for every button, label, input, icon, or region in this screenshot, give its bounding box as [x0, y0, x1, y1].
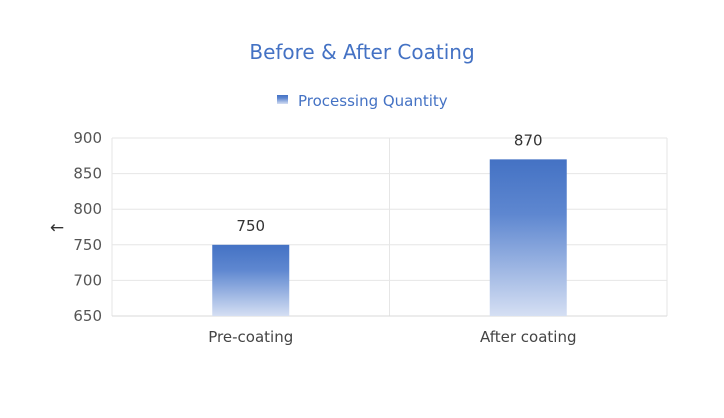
legend-label: Processing Quantity — [298, 92, 448, 110]
y-tick-label: 650 — [73, 307, 102, 325]
y-tick-label: 700 — [73, 271, 102, 289]
bar — [489, 159, 567, 316]
y-tick-label: 850 — [73, 165, 102, 183]
chart-title: Before & After Coating — [249, 40, 474, 64]
data-label: 750 — [236, 217, 265, 235]
x-tick-label: After coating — [480, 328, 576, 346]
x-tick-label: Pre-coating — [208, 328, 293, 346]
legend-swatch — [277, 95, 288, 104]
y-tick-label: 750 — [73, 236, 102, 254]
bar — [212, 244, 290, 316]
y-tick-label: 800 — [73, 200, 102, 218]
y-axis-label: ← — [50, 218, 64, 238]
data-label: 870 — [514, 131, 543, 149]
y-tick-label: 900 — [73, 129, 102, 147]
